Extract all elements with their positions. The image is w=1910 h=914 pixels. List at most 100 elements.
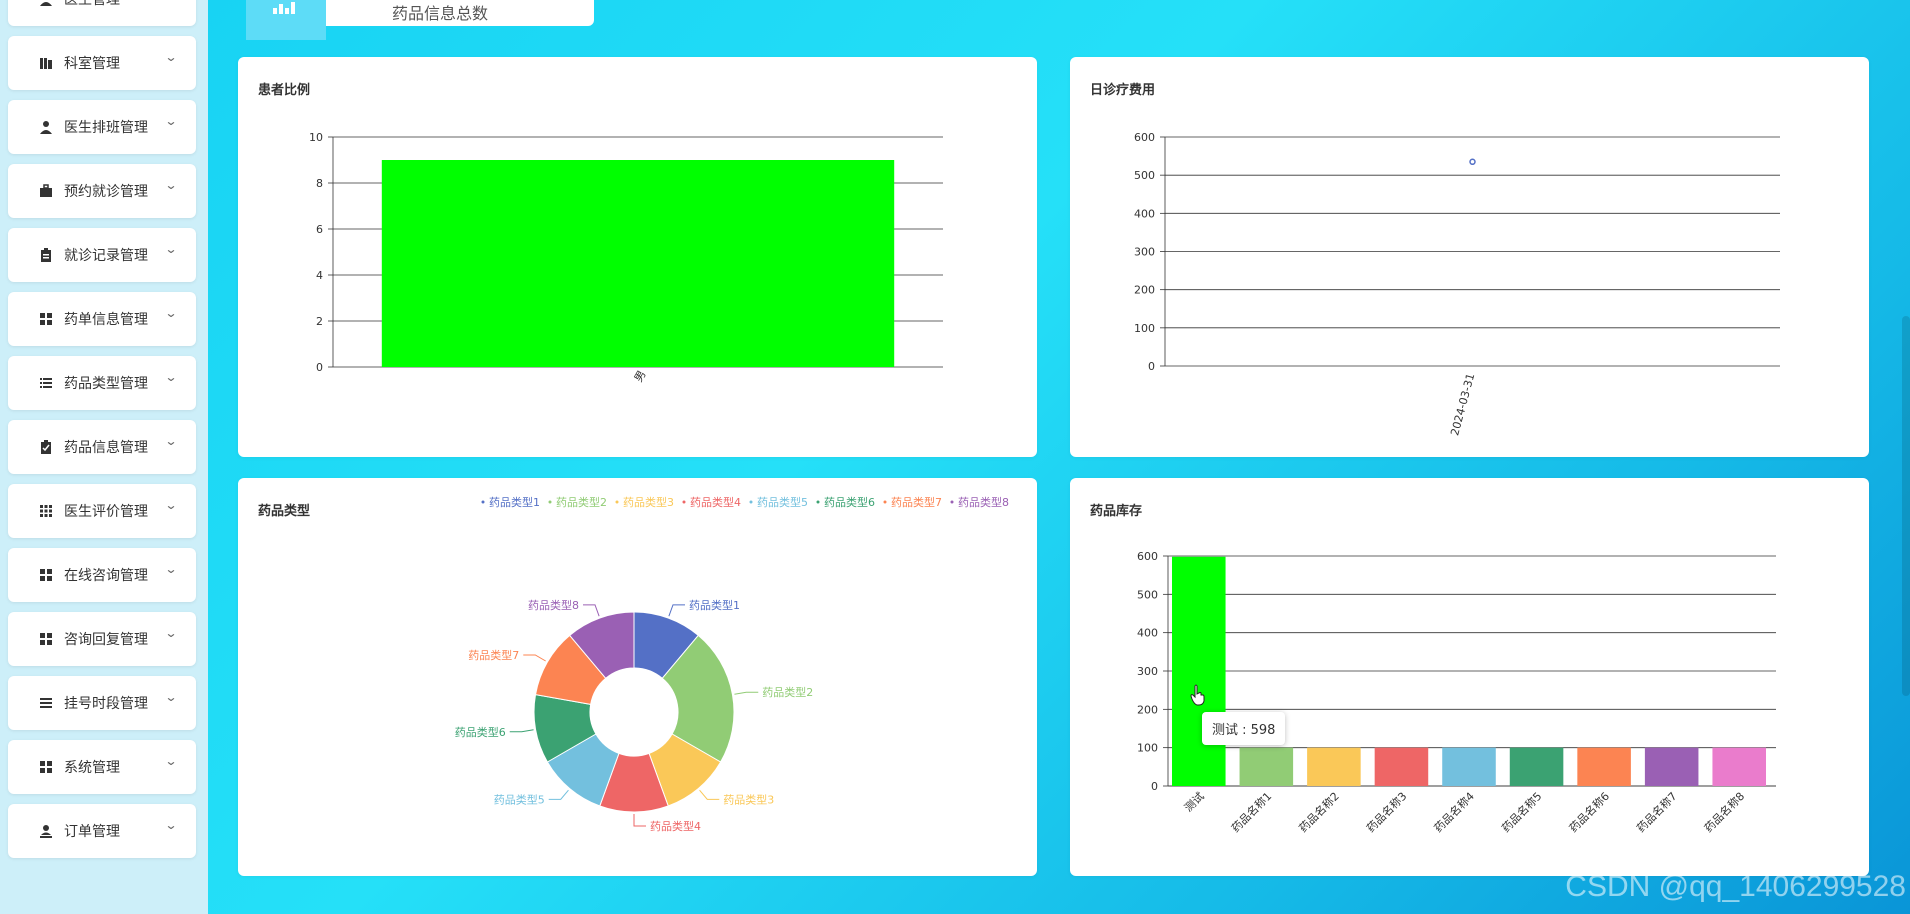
bar — [1509, 747, 1564, 786]
legend-marker — [615, 500, 619, 504]
y-tick-label: 10 — [309, 131, 323, 144]
sidebar: 医生管理 ⌄ 科室管理 ⌄ 医生排班管理 ⌄ 预约就诊管理 ⌄ 就诊记录管理 ⌄… — [0, 0, 208, 914]
x-tick-label: 2024-03-31 — [1448, 372, 1477, 437]
bar-chart-icon — [273, 2, 295, 14]
legend-item: 药品类型1 — [489, 495, 540, 509]
sidebar-item-label: 科室管理 — [64, 56, 120, 72]
y-tick-label: 6 — [316, 223, 323, 236]
chevron-down-icon: ⌄ — [164, 178, 178, 192]
slice-label: 药品类型6 — [455, 725, 506, 739]
label-line — [509, 729, 534, 733]
menu-icon — [38, 695, 54, 711]
sidebar-item-label: 药单信息管理 — [64, 312, 148, 328]
sidebar-item-label: 医生排班管理 — [64, 120, 148, 136]
chevron-down-icon: ⌄ — [164, 434, 178, 448]
sidebar-item-schedule[interactable]: 医生排班管理 ⌄ — [8, 100, 196, 154]
sidebar-item-registration-slot[interactable]: 挂号时段管理 ⌄ — [8, 676, 196, 730]
bar — [1374, 747, 1429, 786]
chevron-down-icon: ⌄ — [164, 626, 178, 640]
legend-marker — [749, 500, 753, 504]
sidebar-item-drug-info[interactable]: 药品信息管理 ⌄ — [8, 420, 196, 474]
drug-total-label: 药品信息总数 — [392, 4, 489, 23]
grid-icon — [38, 567, 54, 583]
x-tick-label: 药品名称7 — [1634, 789, 1680, 835]
building-icon — [38, 55, 54, 71]
patient-ratio-chart: 0 2 4 6 8 10 男 — [309, 131, 943, 384]
y-tick-label: 4 — [316, 269, 323, 282]
slice-label: 药品类型8 — [528, 598, 579, 612]
sidebar-item-online-consult[interactable]: 在线咨询管理 ⌄ — [8, 548, 196, 602]
y-tick-label: 200 — [1134, 284, 1155, 297]
sidebar-item-doctor[interactable]: 医生管理 ⌄ — [8, 0, 196, 26]
panel-title: 药品类型 — [258, 504, 311, 519]
data-point — [1469, 158, 1476, 166]
x-tick-label: 男 — [632, 368, 649, 384]
y-tick-label: 0 — [1151, 780, 1158, 793]
sidebar-item-drug-type[interactable]: 药品类型管理 ⌄ — [8, 356, 196, 410]
bar — [381, 160, 895, 367]
x-tick-label: 药品名称5 — [1499, 789, 1545, 835]
drug-stock-panel: 药品库存 0 100 200 300 400 500 600 测试 药品名称1 药品名称2 药品名称… — [1070, 478, 1869, 876]
bar — [1172, 556, 1226, 786]
grid-icon — [38, 311, 54, 327]
chevron-down-icon: ⌄ — [164, 50, 178, 64]
sidebar-item-prescription[interactable]: 药单信息管理 ⌄ — [8, 292, 196, 346]
sidebar-item-department[interactable]: 科室管理 ⌄ — [8, 36, 196, 90]
legend-marker — [548, 500, 552, 504]
sidebar-item-system[interactable]: 系统管理 ⌄ — [8, 740, 196, 794]
y-tick-label: 300 — [1134, 246, 1155, 259]
briefcase-icon — [38, 183, 54, 199]
legend-marker — [950, 500, 954, 504]
scrollbar[interactable] — [1902, 316, 1910, 696]
drug-type-panel: 药品类型 药品类型1 药品类型2 药品类型3 药品类型4 药品类型5 药品类型6 药品类型7… — [238, 478, 1037, 876]
slice-label: 药品类型3 — [723, 792, 774, 806]
x-tick-label: 测试 — [1182, 790, 1207, 815]
chevron-down-icon: ⌄ — [164, 562, 178, 576]
legend-item: 药品类型4 — [690, 495, 741, 509]
drug-stock-chart: 0 100 200 300 400 500 600 测试 药品名称1 药品名称2 药品名称3 药品名称… — [1137, 550, 1776, 835]
legend-item: 药品类型2 — [556, 495, 607, 509]
label-line — [668, 604, 685, 617]
sidebar-item-label: 药品信息管理 — [64, 440, 148, 456]
daily-cost-panel: 日诊疗费用 0 100 200 300 400 500 600 2024-03-31 — [1070, 57, 1869, 457]
chevron-down-icon: ⌄ — [164, 818, 178, 832]
user-icon — [38, 0, 54, 7]
x-tick-label: 药品名称3 — [1363, 789, 1409, 835]
clipboard-icon — [38, 247, 54, 263]
sidebar-item-label: 挂号时段管理 — [64, 696, 148, 712]
legend-item: 药品类型8 — [958, 495, 1009, 509]
bar — [1577, 747, 1631, 786]
y-tick-label: 600 — [1137, 550, 1158, 563]
label-line — [583, 604, 600, 617]
sidebar-item-label: 医生管理 — [64, 0, 120, 8]
apps-icon — [38, 503, 54, 519]
chevron-down-icon: ⌄ — [164, 306, 178, 320]
legend-marker — [883, 500, 887, 504]
x-tick-label: 药品名称2 — [1296, 789, 1342, 835]
person-badge-icon — [38, 823, 54, 839]
x-tick-label: 药品名称6 — [1566, 789, 1612, 835]
card-icon-tile — [246, 0, 326, 40]
chevron-down-icon: ⌄ — [164, 370, 178, 384]
slice-label: 药品类型4 — [650, 819, 701, 833]
sidebar-item-appointment[interactable]: 预约就诊管理 ⌄ — [8, 164, 196, 218]
legend-item: 药品类型7 — [891, 495, 942, 509]
sidebar-item-orders[interactable]: 订单管理 ⌄ — [8, 804, 196, 858]
pie-slice — [569, 611, 635, 679]
label-line — [523, 654, 546, 662]
sidebar-item-visit-records[interactable]: 就诊记录管理 ⌄ — [8, 228, 196, 282]
clipboard-check-icon — [38, 439, 54, 455]
main-content: 药品信息总数 患者比例 0 2 4 6 8 10 男 日诊疗费用 0 100 200 300 400… — [208, 0, 1910, 914]
grid-icon — [38, 759, 54, 775]
chevron-down-icon: ⌄ — [164, 690, 178, 704]
sidebar-item-doctor-review[interactable]: 医生评价管理 ⌄ — [8, 484, 196, 538]
sidebar-item-consult-reply[interactable]: 咨询回复管理 ⌄ — [8, 612, 196, 666]
chevron-down-icon: ⌄ — [164, 498, 178, 512]
y-tick-label: 0 — [316, 361, 323, 374]
chevron-down-icon: ⌄ — [164, 114, 178, 128]
y-tick-label: 500 — [1137, 588, 1158, 601]
y-tick-label: 400 — [1137, 627, 1158, 640]
label-line — [699, 789, 720, 800]
chart-tooltip: 测试 : 598 — [1202, 712, 1286, 745]
slice-label: 药品类型2 — [762, 685, 813, 699]
